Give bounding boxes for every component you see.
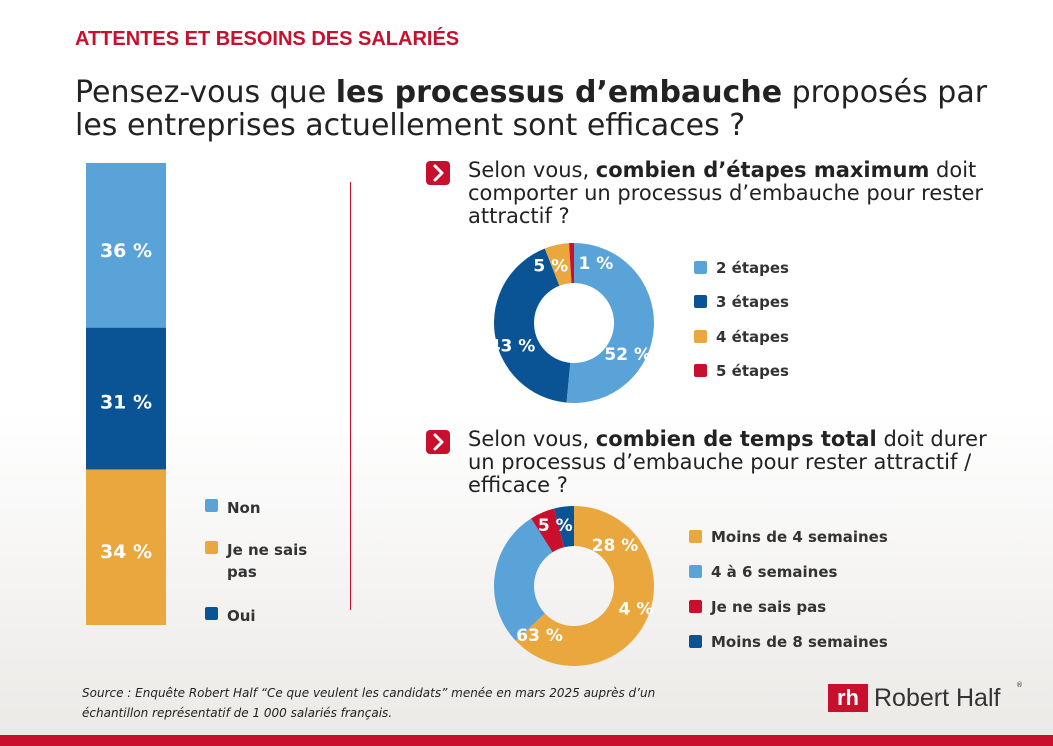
question-etapes-pre: Selon vous, — [468, 158, 596, 182]
legend-label: Moins de 8 semaines — [711, 633, 888, 651]
question-etapes: Selon vous, combien d’étapes maximum doi… — [426, 159, 1016, 231]
legend-swatch — [689, 635, 702, 648]
kicker-title: ATTENTES ET BESOINS DES SALARIÉS — [75, 28, 460, 50]
data-label: 5 % — [538, 516, 573, 536]
slice-moins-de-8-semaines — [554, 506, 574, 548]
legend-item-moins-4-semaines: Moins de 4 semaines — [689, 526, 909, 548]
headline-part-2: proposés par les entreprises actuellemen… — [75, 75, 988, 143]
data-label: 1 % — [578, 254, 613, 274]
headline-bold: les processus d’embauche — [335, 75, 783, 110]
data-label: 63 % — [516, 626, 563, 646]
question-temps-pre: Selon vous, — [468, 427, 596, 451]
legend-temps: Moins de 4 semaines 4 à 6 semaines Je ne… — [689, 526, 919, 652]
donut-chart-etapes: 52 % 43 % 5 % 1 % — [494, 243, 654, 403]
logo-registered: ® — [1016, 681, 1023, 689]
legend-label: 4 étapes — [716, 328, 789, 346]
data-label: 5 % — [533, 257, 568, 277]
legend-swatch — [689, 600, 702, 613]
legend-label: 3 étapes — [716, 293, 789, 311]
legend-swatch — [205, 499, 218, 512]
legend-label: 4 à 6 semaines — [711, 563, 838, 581]
legend-swatch — [694, 364, 707, 377]
legend-item-4-6-semaines: 4 à 6 semaines — [689, 561, 909, 583]
slice-3-etapes — [494, 248, 571, 403]
headline-part-1: Pensez-vous que — [75, 75, 336, 110]
source-line-1: Source : Enquête Robert Half “Ce que veu… — [82, 686, 656, 700]
legend-label: Moins de 4 semaines — [711, 528, 888, 546]
legend-etapes: 2 étapes 3 étapes 4 étapes 5 étapes — [694, 257, 834, 383]
slice-4-etapes — [544, 243, 572, 286]
data-label: 43 % — [494, 337, 535, 357]
data-label: 34 % — [100, 541, 152, 563]
chevron-right-icon — [426, 430, 450, 454]
question-etapes-bold: combien d’étapes maximum — [595, 158, 930, 182]
legend-label: Je ne sais pas — [227, 541, 308, 581]
source-note: Source : Enquête Robert Half “Ce que veu… — [82, 683, 702, 723]
legend-swatch — [694, 330, 707, 343]
page-title: Pensez-vous que les processus d’embauche… — [75, 76, 1015, 142]
bar-segment-je-ne-sais-pas — [86, 469, 166, 625]
bar-segment-non — [86, 163, 166, 328]
logo-mark: rh — [828, 684, 868, 712]
question-temps-text: Selon vous, combien de temps total doit … — [468, 428, 1013, 497]
data-label: 4 % — [619, 600, 654, 620]
legend-label: 2 étapes — [716, 259, 789, 277]
source-line-2: échantillon représentatif de 1 000 salar… — [82, 706, 393, 720]
legend-item-2-etapes: 2 étapes — [694, 257, 914, 279]
data-label: 28 % — [592, 536, 639, 556]
legend-label: Non — [227, 499, 261, 517]
vertical-divider — [350, 182, 351, 610]
legend-label: Oui — [227, 607, 256, 625]
legend-swatch — [694, 261, 707, 274]
main-legend: Non Je ne sais pas Oui — [205, 497, 345, 637]
legend-item-ne-sais-pas-temps: Je ne sais pas — [689, 596, 909, 618]
data-label: 52 % — [604, 345, 651, 365]
slice-je-ne-sais-pas — [531, 508, 565, 553]
logo-name: Robert Half — [874, 684, 1001, 712]
legend-item-3-etapes: 3 étapes — [694, 291, 914, 313]
legend-swatch — [689, 530, 702, 543]
legend-item-moins-8-semaines: Moins de 8 semaines — [689, 631, 909, 653]
legend-swatch — [205, 541, 218, 554]
legend-swatch — [689, 565, 702, 578]
question-temps-bold: combien de temps total — [595, 427, 877, 451]
chevron-right-icon — [426, 161, 450, 185]
slice-4-a-6-semaines — [494, 518, 553, 641]
slice-moins-de-4-semaines — [515, 506, 654, 666]
slice-5-etapes — [569, 243, 574, 284]
question-etapes-text: Selon vous, combien d’étapes maximum doi… — [468, 159, 1013, 228]
stacked-bar-chart: 36 % 31 % 34 % — [86, 163, 166, 625]
legend-item-5-etapes: 5 étapes — [694, 360, 914, 382]
data-label: 31 % — [100, 392, 152, 414]
bottom-bar — [0, 735, 1053, 746]
question-temps-post: doit durer un processus d’embauche pour … — [468, 427, 987, 497]
bar-segment-oui — [86, 327, 166, 470]
slice-2-etapes — [566, 243, 654, 403]
legend-swatch — [205, 607, 218, 620]
legend-label: 5 étapes — [716, 362, 789, 380]
donut-chart-temps: 63 % 28 % 5 % 4 % — [494, 506, 654, 666]
question-etapes-post: doit comporter un processus d’embauche p… — [468, 158, 984, 228]
legend-item-4-etapes: 4 étapes — [694, 326, 914, 348]
data-label: 36 % — [100, 240, 152, 262]
legend-swatch — [694, 295, 707, 308]
robert-half-logo: rh Robert Half ® — [828, 681, 1028, 714]
legend-label: Je ne sais pas — [711, 598, 827, 616]
question-temps: Selon vous, combien de temps total doit … — [426, 428, 1016, 500]
